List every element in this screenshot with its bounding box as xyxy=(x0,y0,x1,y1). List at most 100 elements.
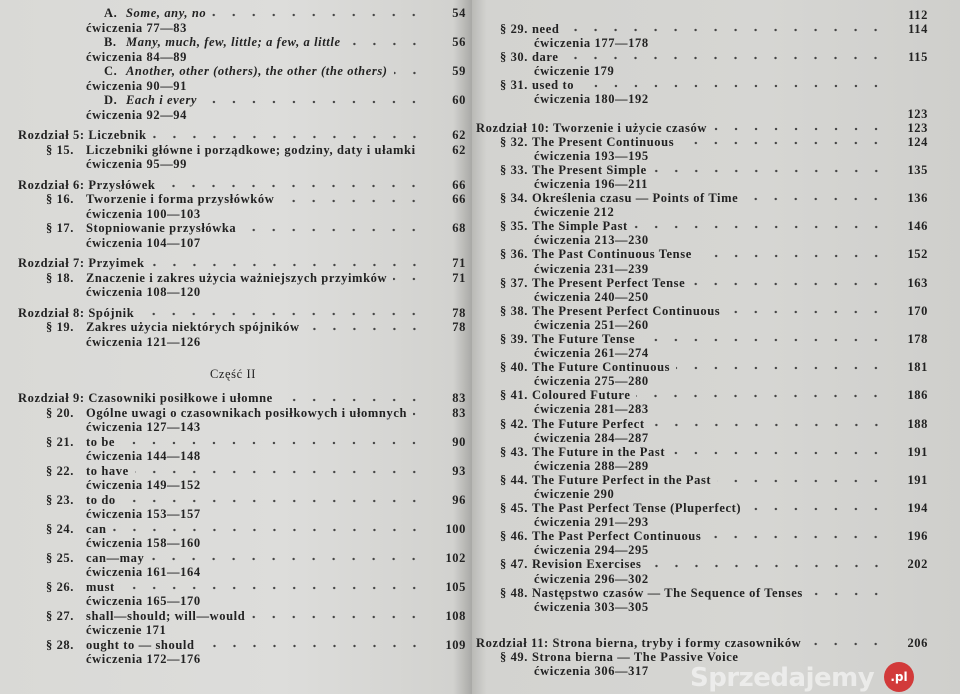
toc-entry-section: § 40. The Future Continuous 181 ćwiczenia 2… xyxy=(472,360,928,388)
toc-entry-section: § 22. to have 93 ćwiczenia 149—152 xyxy=(0,464,466,493)
toc-entry-section: § 30. dare 115 ćwiczenie 179 xyxy=(472,50,928,78)
exercises-range: ćwiczenie 171 xyxy=(86,623,167,637)
right-page: 112 § 29. need 114 ćwiczenia 177—178 § 30. dar… xyxy=(472,0,960,694)
exercises-range: ćwiczenia 121—126 xyxy=(86,334,201,349)
page-number: 71 xyxy=(452,256,466,270)
section-title: to have xyxy=(86,463,129,478)
exercises-range: ćwiczenia 92—94 xyxy=(86,107,187,122)
toc-entry-section: § 19. Zakres użycia niektórych spójników 7… xyxy=(0,320,466,349)
section-title: Strona bierna — The Passive Voice xyxy=(532,649,739,664)
toc-entry-section: § 35. The Simple Past 146 ćwiczenia 213—230 xyxy=(472,219,928,247)
toc-entry-section: § 15. Liczebniki główne i porządkowe; god… xyxy=(0,143,466,172)
dot-leader xyxy=(112,527,424,533)
exercises-range: ćwiczenie 212 xyxy=(534,205,615,220)
dot-leader xyxy=(413,411,424,417)
section-number: § 21. xyxy=(46,434,74,449)
exercises-range: ćwiczenia 161—164 xyxy=(86,565,201,579)
exercises-range: ćwiczenia 95—99 xyxy=(86,157,187,171)
toc-entry-sub: C. Another, other (others), the other (th… xyxy=(0,64,466,93)
dot-leader xyxy=(676,365,886,372)
toc-entry-section: § 24. can 100 ćwiczenia 158—160 xyxy=(0,522,466,551)
toc-entry-chapter: Rozdział 6: Przysłówek 66 xyxy=(0,178,466,193)
page-number: 59 xyxy=(452,64,466,78)
chapter-title: Rozdział 5: Liczebnik xyxy=(18,128,147,142)
exercises-range: ćwiczenia 231—239 xyxy=(534,261,649,276)
page-number: 206 xyxy=(907,635,928,650)
watermark-badge: .pl xyxy=(884,662,914,692)
section-title: Określenia czasu — Points of Time xyxy=(532,191,739,206)
exercises-range: ćwiczenia 284—287 xyxy=(534,430,649,445)
dot-leader xyxy=(134,469,424,475)
section-title: Następstwo czasów — The Sequence of Tens… xyxy=(532,585,803,600)
exercises-range: ćwiczenie 179 xyxy=(534,64,615,79)
toc-entry-section: § 18. Znaczenie i zakres użycia ważniejsz… xyxy=(0,271,466,300)
page-number: 83 xyxy=(452,405,466,420)
dot-leader xyxy=(712,125,886,132)
section-title: The Present Perfect Tense xyxy=(532,275,686,290)
page-number: 56 xyxy=(452,35,466,49)
toc-entry-chapter: Rozdział 5: Liczebnik 62 xyxy=(0,128,466,143)
section-number: § 15. xyxy=(46,142,74,157)
exercises-range: ćwiczenia 288—289 xyxy=(534,458,649,473)
section-title: The Future Continuous xyxy=(532,360,671,375)
section-number: § 24. xyxy=(46,521,74,536)
section-number: § 39. xyxy=(500,331,528,346)
page-number: 202 xyxy=(907,557,928,572)
dot-leader xyxy=(251,614,424,620)
exercises-range: ćwiczenia 104—107 xyxy=(86,235,201,250)
section-title: The Past Perfect Continuous xyxy=(532,529,702,544)
section-title: Coloured Future xyxy=(532,388,631,403)
section-number: § 27. xyxy=(46,608,74,623)
dot-leader xyxy=(707,534,886,541)
section-title: used to xyxy=(532,78,575,93)
page-number: 136 xyxy=(907,191,928,206)
dot-leader xyxy=(152,133,424,140)
section-title: Znaczenie i zakres użycia ważniejszych p… xyxy=(86,270,388,285)
toc-entry-section: § 36. The Past Continuous Tense 152 ćwiczen… xyxy=(472,247,928,275)
chapter-title: Rozdział 6: Przysłówek xyxy=(18,177,156,192)
dot-leader xyxy=(203,98,424,105)
section-title: The Present Simple xyxy=(532,162,647,177)
section-number: § 18. xyxy=(46,270,74,285)
toc-entry-section: § 43. The Future in the Past 191 ćwiczenia … xyxy=(472,445,928,473)
section-number: § 29. xyxy=(500,22,528,36)
dot-leader xyxy=(807,640,886,647)
exercises-range: ćwiczenia 172—176 xyxy=(86,652,201,666)
page-number: 146 xyxy=(907,219,928,234)
dot-leader xyxy=(161,183,424,189)
toc-entry-chapter: Rozdział 7: Przyimek 71 xyxy=(0,256,466,271)
toc-entry-section: § 21. to be 90 ćwiczenia 144—148 xyxy=(0,435,466,464)
section-number: § 49. xyxy=(500,649,528,664)
dot-leader xyxy=(633,224,886,231)
chapter-title: Rozdział 10: Tworzenie i użycie czasów xyxy=(476,120,707,135)
page-number: 68 xyxy=(452,221,466,235)
page-number: 196 xyxy=(907,529,928,544)
subsection-letter: B. xyxy=(104,35,117,49)
exercises-range: ćwiczenia 306—317 xyxy=(534,664,649,679)
toc-entry-chapter: Rozdział 9: Czasowniki posiłkowe i ułomn… xyxy=(0,391,466,406)
table-of-contents-right: 112 § 29. need 114 ćwiczenia 177—178 § 30. dar… xyxy=(472,8,928,678)
section-title: ought to — should xyxy=(86,637,195,652)
toc-entry-section: § 32. The Present Continuous 124 ćwiczenia … xyxy=(472,135,928,163)
section-number: § 32. xyxy=(500,134,528,149)
toc-entry-pageonly: 112 xyxy=(472,8,928,22)
dot-leader xyxy=(747,506,886,513)
toc-entry-section: § 23. to do 96 ćwiczenia 153—157 xyxy=(0,493,466,522)
exercises-range: ćwiczenia 296—302 xyxy=(534,571,649,586)
page-number: 124 xyxy=(907,134,928,149)
page-number: 123 xyxy=(907,106,928,121)
section-number: § 16. xyxy=(46,192,74,206)
page-number: 135 xyxy=(907,162,928,177)
section-number: § 25. xyxy=(46,550,74,565)
section-number: § 33. xyxy=(500,162,528,177)
section-number: § 30. xyxy=(500,50,528,65)
dot-leader xyxy=(120,585,424,591)
chapter-title: Rozdział 8: Spójnik xyxy=(18,305,135,320)
exercises-range: ćwiczenia 77—83 xyxy=(86,20,187,35)
section-title: must xyxy=(86,579,115,594)
page-number: 102 xyxy=(445,550,466,565)
dot-leader xyxy=(121,440,424,446)
chapter-title: Rozdział 11: Strona bierna, tryby i form… xyxy=(476,635,802,650)
dot-leader xyxy=(808,590,886,597)
subsection-letter: D. xyxy=(104,93,118,107)
